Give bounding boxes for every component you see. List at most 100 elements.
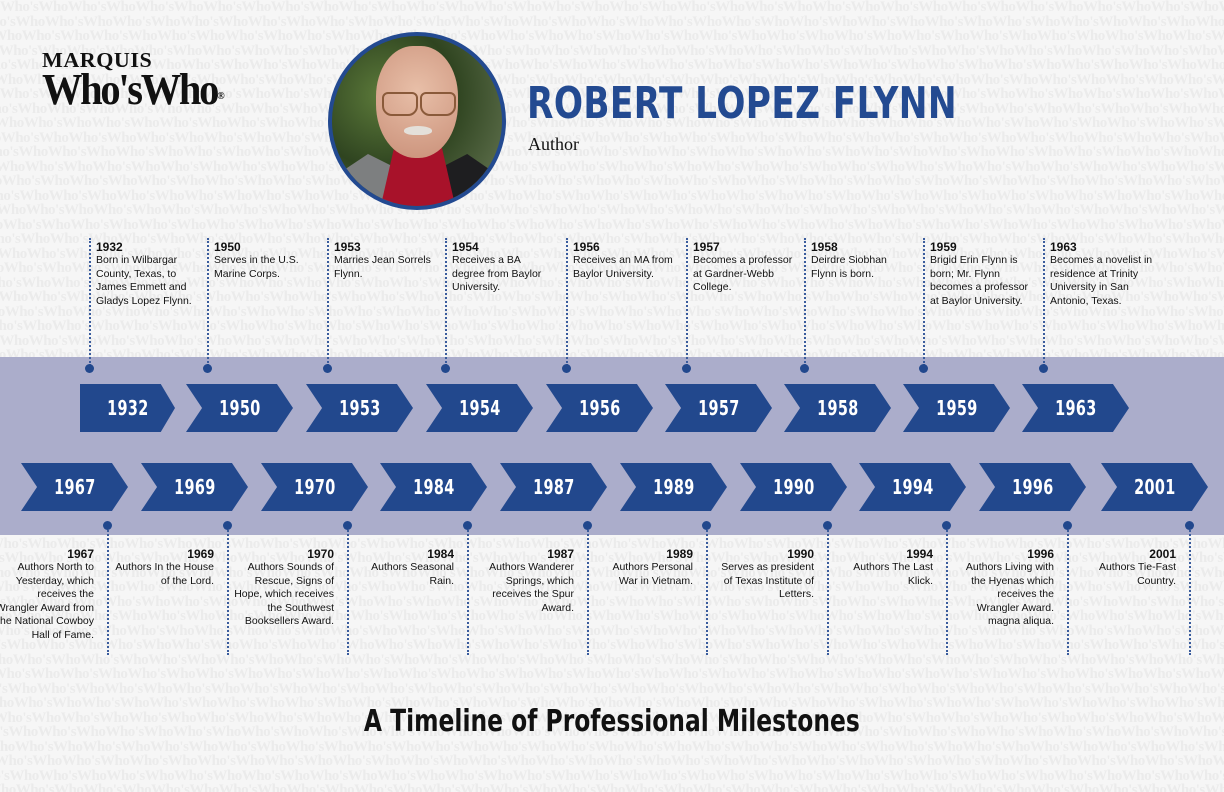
- milestone-1970: 1970 Authors Sounds of Rescue, Signs of H…: [234, 547, 334, 629]
- year-marker-1989: 1989: [620, 463, 727, 511]
- timeline-dot: [1185, 521, 1194, 530]
- connector-line: [1067, 527, 1069, 655]
- marquis-whos-who-logo: MARQUIS Who'sWho®: [42, 50, 241, 112]
- timeline-dot: [441, 364, 450, 373]
- timeline-dot: [583, 521, 592, 530]
- year-marker-1987: 1987: [500, 463, 607, 511]
- timeline-dot: [702, 521, 711, 530]
- year-marker-1990: 1990: [740, 463, 847, 511]
- year-marker-1963: 1963: [1022, 384, 1129, 432]
- milestone-1958: 1958 Deirdre Siobhan Flynn is born.: [811, 240, 911, 281]
- milestone-year: 1956: [573, 240, 600, 254]
- connector-line: [89, 238, 91, 366]
- milestone-2001: 2001 Authors Tie-Fast Country.: [1076, 547, 1176, 588]
- milestone-year: 1957: [693, 240, 720, 254]
- milestone-1950: 1950 Serves in the U.S. Marine Corps.: [214, 240, 314, 281]
- connector-line: [686, 238, 688, 366]
- connector-line: [467, 527, 469, 655]
- milestone-1984: 1984 Authors Seasonal Rain.: [354, 547, 454, 588]
- milestone-1954: 1954 Receives a BA degree from Baylor Uni…: [452, 240, 552, 295]
- milestone-year: 1950: [214, 240, 241, 254]
- timeline-dot: [323, 364, 332, 373]
- year-marker-2001: 2001: [1101, 463, 1208, 511]
- connector-line: [1189, 527, 1191, 655]
- milestone-text: Authors Living with the Hyenas which rec…: [965, 561, 1054, 627]
- milestone-year: 1969: [187, 547, 214, 561]
- profile-role: Author: [528, 134, 579, 154]
- connector-line: [207, 238, 209, 366]
- milestone-year: 1958: [811, 240, 838, 254]
- year-marker-1970: 1970: [261, 463, 368, 511]
- year-marker-1932: 1932: [80, 384, 175, 432]
- milestone-1994: 1994 Authors The Last Klick.: [833, 547, 933, 588]
- milestone-1957: 1957 Becomes a professor at Gardner-Webb …: [693, 240, 793, 295]
- milestone-1989: 1989 Authors Personal War in Vietnam.: [593, 547, 693, 588]
- milestone-text: Authors Seasonal Rain.: [371, 561, 454, 587]
- timeline-dot: [682, 364, 691, 373]
- milestone-year: 1989: [666, 547, 693, 561]
- milestone-year: 1984: [427, 547, 454, 561]
- timeline-dot: [343, 521, 352, 530]
- profile-photo: [328, 32, 506, 210]
- timeline-dot: [203, 364, 212, 373]
- milestone-text: Becomes a novelist in residence at Trini…: [1050, 254, 1153, 307]
- timeline-dot: [562, 364, 571, 373]
- milestone-1990: 1990 Serves as president of Texas Institu…: [714, 547, 814, 602]
- year-marker-1957: 1957: [665, 384, 772, 432]
- milestone-year: 2001: [1149, 547, 1176, 561]
- year-marker-1953: 1953: [306, 384, 413, 432]
- milestone-year: 1990: [787, 547, 814, 561]
- connector-line: [946, 527, 948, 655]
- milestone-text: Authors Tie-Fast Country.: [1098, 561, 1176, 587]
- milestone-text: Authors North to Yesterday, which receiv…: [0, 561, 94, 641]
- timeline-dot: [823, 521, 832, 530]
- timeline-dot: [1039, 364, 1048, 373]
- year-marker-1969: 1969: [141, 463, 248, 511]
- milestone-year: 1953: [334, 240, 361, 254]
- glasses-icon: [380, 92, 456, 116]
- milestone-text: Deirdre Siobhan Flynn is born.: [811, 254, 887, 280]
- year-marker-1994: 1994: [859, 463, 966, 511]
- year-marker-1967: 1967: [21, 463, 128, 511]
- connector-line: [706, 527, 708, 655]
- connector-line: [804, 238, 806, 366]
- connector-line: [347, 527, 349, 655]
- registered-mark-icon: ®: [217, 90, 225, 102]
- connector-line: [327, 238, 329, 366]
- milestone-1967: 1967 Authors North to Yesterday, which re…: [0, 547, 94, 642]
- timeline-dot: [1063, 521, 1072, 530]
- milestone-text: Authors Wanderer Springs, which receives…: [489, 561, 574, 614]
- connector-line: [1043, 238, 1045, 366]
- year-marker-1996: 1996: [979, 463, 1086, 511]
- logo-marquis: MARQUIS: [42, 48, 153, 72]
- connector-line: [445, 238, 447, 366]
- timeline-dot: [85, 364, 94, 373]
- timeline-dot: [919, 364, 928, 373]
- milestone-year: 1963: [1050, 240, 1077, 254]
- year-marker-1950: 1950: [186, 384, 293, 432]
- milestone-1987: 1987 Authors Wanderer Springs, which rece…: [474, 547, 574, 615]
- year-marker-1958: 1958: [784, 384, 891, 432]
- year-marker-1956: 1956: [546, 384, 653, 432]
- connector-line: [827, 527, 829, 655]
- milestone-year: 1970: [307, 547, 334, 561]
- milestone-year: 1932: [96, 240, 123, 254]
- milestone-1956: 1956 Receives an MA from Baylor Universit…: [573, 240, 673, 281]
- year-marker-1984: 1984: [380, 463, 487, 511]
- milestone-text: Authors In the House of the Lord.: [115, 561, 214, 587]
- milestone-text: Becomes a professor at Gardner-Webb Coll…: [693, 254, 793, 293]
- milestone-text: Authors The Last Klick.: [853, 561, 933, 587]
- timeline-dot: [223, 521, 232, 530]
- timeline-dot: [463, 521, 472, 530]
- milestone-year: 1994: [906, 547, 933, 561]
- timeline-dot: [103, 521, 112, 530]
- milestone-text: Receives a BA degree from Baylor Univers…: [452, 254, 542, 293]
- milestone-1963: 1963 Becomes a novelist in residence at T…: [1050, 240, 1168, 308]
- milestone-text: Brigid Erin Flynn is born; Mr. Flynn bec…: [930, 254, 1029, 307]
- milestone-text: Marries Jean Sorrels Flynn.: [334, 254, 431, 280]
- milestone-text: Receives an MA from Baylor University.: [573, 254, 673, 280]
- milestone-text: Authors Personal War in Vietnam.: [612, 561, 693, 587]
- milestone-1953: 1953 Marries Jean Sorrels Flynn.: [334, 240, 434, 281]
- milestone-text: Authors Sounds of Rescue, Signs of Hope,…: [234, 561, 334, 627]
- connector-line: [107, 527, 109, 655]
